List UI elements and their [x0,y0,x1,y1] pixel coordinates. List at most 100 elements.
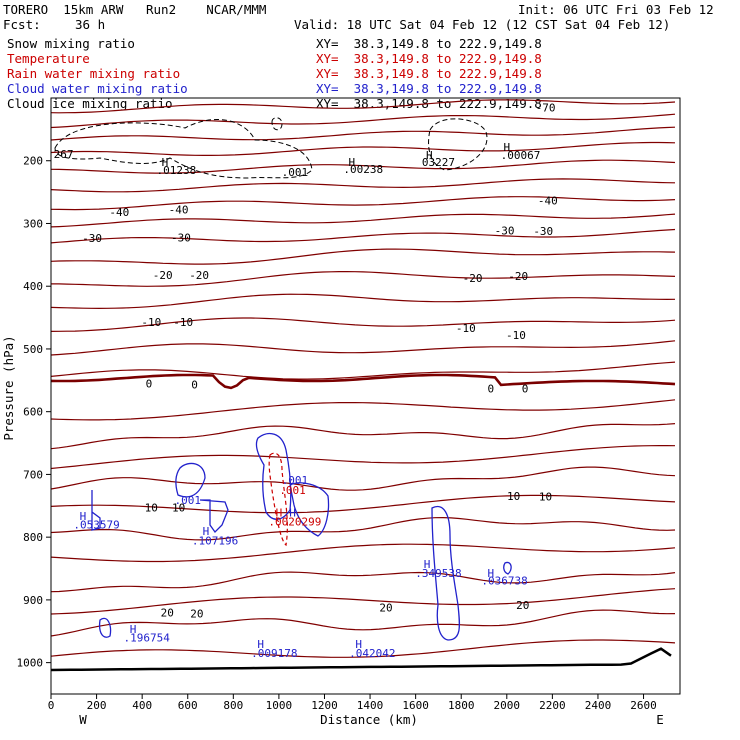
field-maximum-label: .196754 [124,632,171,645]
field-maximum-label: H [276,507,283,520]
x-tick-label: 1600 [402,699,429,712]
isotherm [50,113,676,129]
isotherm [50,248,676,265]
temperature-contour-label: -10 [506,329,526,342]
fcst-label: Fcst: [3,17,41,32]
field-maximum-label: .001 [174,494,201,507]
field-xy-rain: XY= 38.3,149.8 to 222.9,149.8 [316,66,542,81]
isotherm [50,317,676,332]
isotherm [50,571,676,593]
terrain-line [50,647,672,672]
field-maximum-label: .036738 [481,574,527,587]
east-label: E [656,712,664,727]
field-maximum-label: .349538 [415,567,461,580]
temperature-contour-label: 20 [161,606,174,619]
isotherm [50,293,676,310]
field-maximum-label: H [257,638,264,651]
isotherm [50,543,676,563]
isotherm [50,141,676,156]
temperature-contour-label: 0 [522,382,529,395]
field-maximum-label: H [503,141,510,154]
field-maximum-label: 03227 [422,156,455,169]
y-tick-label: 600 [23,406,43,419]
temperature-contour-label: 0 [191,379,198,392]
temperature-contour-label: -40 [109,206,129,219]
field-maximum-label: .042042 [349,647,395,660]
field-maximum-label: .053579 [73,519,119,532]
y-tick-label: 300 [23,217,43,230]
isotherm [50,126,676,141]
temperature-contour-label: -20 [508,270,528,283]
init-time: Init: 06 UTC Fri 03 Feb 12 [518,2,714,17]
field-maximum-label: H [80,510,87,523]
plot-frame [50,97,681,695]
cloud-water-contour [503,561,512,575]
temperature-contour-label: -10 [456,322,476,335]
isotherm [50,609,676,637]
temperature-contours [50,99,676,658]
cloud-water-contour [431,505,461,641]
x-tick-label: 2200 [539,699,566,712]
cloud-water-contour [199,499,229,534]
fcst-value: 36 h [75,17,106,32]
field-maximum-label: .00238 [343,163,383,176]
field-maximum-label: .001 [279,484,306,497]
y-tick-label: 400 [23,280,43,293]
x-tick-label: 400 [132,699,152,712]
x-tick-label: 1200 [311,699,338,712]
isotherm [50,494,676,514]
isotherm [50,361,676,380]
temperature-contour-label: 0 [146,377,153,390]
field-maximum-label: H [349,156,356,169]
x-tick-label: 1400 [357,699,384,712]
isotherm [50,99,676,114]
isotherm [50,588,676,615]
isotherm [50,213,676,228]
temperature-contour-label: 20 [516,599,529,612]
cloud-water-contours [91,432,512,641]
isotherm [51,271,676,287]
cloud-water-contour [98,617,112,638]
x-axis-label: Distance (km) [320,712,418,727]
temperature-contour-label: -30 [495,224,515,237]
field-xy-temperature: XY= 38.3,149.8 to 222.9,149.8 [316,51,542,66]
isotherm [50,423,676,450]
cloud-ice-contour [54,119,313,179]
temperature-contour-label: -70 [536,101,556,114]
y-tick-label: 900 [23,594,43,607]
y-tick-label: 800 [23,531,43,544]
cloud-water-contour [289,482,330,537]
field-maximum-label: H [203,525,210,538]
cloud-water-contour [91,490,101,531]
y-axis-label: Pressure (hPa) [1,335,16,440]
temperature-contour-label: -10 [141,316,161,329]
field-name-rain: Rain water mixing ratio [7,66,181,81]
contour-labels: -70-40 -40-40-30 -30-30 -30-20 -20 -20 -20-10-… [54,101,558,660]
x-tick-label: 800 [223,699,243,712]
x-tick-label: 1800 [448,699,475,712]
temperature-contour-label: 20 [379,601,392,614]
temperature-contour-label: -30 [82,232,102,245]
cloud-ice-contours [54,117,488,179]
west-label: W [79,712,87,727]
x-tick-label: 1000 [266,699,293,712]
temperature-contour-label: 10 [145,502,158,515]
isotherm [50,228,676,244]
temperature-contour-label: 20 [190,608,203,621]
field-maximum-label: H [426,149,433,162]
field-name-snow: Snow mixing ratio [7,36,135,51]
temperature-contour-label: -20 [189,269,209,282]
field-maximum-label: .107196 [192,534,238,547]
cloud-ice-contour [428,118,488,171]
x-tick-label: 2000 [494,699,521,712]
temperature-contour-label: 10 [539,490,552,503]
y-tick-label: 700 [23,468,43,481]
field-maximum-label: H [488,567,495,580]
isotherm [50,639,676,658]
isotherm [50,399,676,421]
field-maximum-label: .0020299 [268,515,321,528]
field-maximum-label: .00067 [501,149,541,162]
isotherm [50,340,676,356]
x-tick-label: 2400 [585,699,612,712]
